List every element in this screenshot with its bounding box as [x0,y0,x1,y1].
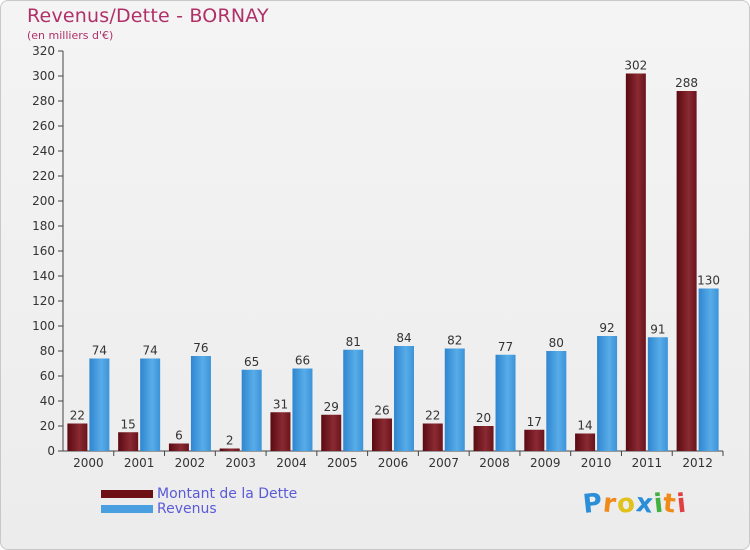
y-tick-label: 300 [32,69,55,83]
bar-revenue [546,351,567,451]
y-tick-label: 220 [32,169,55,183]
data-label-debt: 29 [324,400,339,414]
y-tick-label: 20 [40,419,55,433]
bar-revenue [343,349,364,451]
x-tick-label: 2002 [175,456,206,470]
x-tick-label: 2007 [428,456,459,470]
bar-revenue [698,288,719,451]
x-tick-label: 2009 [530,456,561,470]
x-tick-label: 2010 [581,456,612,470]
proxiti-logo: Proxiti [581,488,689,520]
bar-revenue [89,358,110,451]
x-tick-label: 2004 [276,456,307,470]
y-tick-label: 60 [40,369,55,383]
data-label-revenue: 77 [498,340,513,354]
chart-title: Revenus/Dette - BORNAY [27,5,269,27]
y-tick-label: 40 [40,394,55,408]
x-tick-label: 2000 [73,456,104,470]
data-label-revenue: 74 [92,344,107,358]
bar-revenue [444,348,465,451]
bar-revenue [140,358,161,451]
legend-label-revenue: Revenus [157,501,217,517]
bar-debt [473,426,494,451]
y-tick-label: 260 [32,119,55,133]
bar-debt [372,418,392,451]
bar-debt [524,429,545,451]
data-label-debt: 22 [425,409,440,423]
bar-revenue [495,354,516,451]
bar-debt [321,414,342,451]
data-label-debt: 22 [70,409,85,423]
x-tick-label: 2003 [225,456,256,470]
data-label-revenue: 82 [447,334,462,348]
x-tick-label: 2001 [124,456,155,470]
bar-debt [422,423,443,451]
x-tick-label: 2011 [632,456,663,470]
data-label-revenue: 92 [599,321,614,335]
data-label-debt: 15 [121,417,136,431]
data-label-revenue: 80 [549,336,564,350]
bar-debt [168,443,189,451]
logo-letter: i [675,488,689,520]
data-label-debt: 31 [273,397,288,411]
data-label-debt: 288 [675,76,698,90]
data-label-debt: 2 [226,434,234,448]
data-label-debt: 14 [577,419,592,433]
legend-swatch-revenue [101,505,153,513]
data-label-debt: 20 [476,411,491,425]
bar-revenue [241,369,262,451]
data-label-revenue: 65 [244,355,259,369]
x-tick-label: 2005 [327,456,358,470]
bar-debt [219,448,240,451]
data-label-debt: 26 [374,404,389,418]
y-tick-label: 200 [32,194,55,208]
data-label-debt: 302 [624,59,647,73]
y-tick-label: 320 [32,44,55,58]
bar-revenue [292,368,313,451]
bar-debt [270,412,291,451]
bar-revenue [394,346,414,451]
y-tick-label: 140 [32,269,55,283]
y-tick-label: 240 [32,144,55,158]
bar-debt [67,423,88,451]
y-tick-label: 80 [40,344,55,358]
bar-revenue [597,336,618,451]
bar-debt [676,91,697,451]
data-label-revenue: 91 [650,322,665,336]
data-label-revenue: 130 [697,274,720,288]
bar-debt [625,73,646,451]
bar-revenue [647,337,668,451]
legend-label-debt: Montant de la Dette [157,486,298,502]
bar-debt [575,433,596,451]
data-label-revenue: 81 [346,335,361,349]
y-tick-label: 160 [32,244,55,258]
y-tick-label: 120 [32,294,55,308]
data-label-revenue: 76 [193,341,208,355]
bar-debt [118,432,139,451]
y-tick-label: 280 [32,94,55,108]
bar-revenue [190,356,211,451]
x-tick-label: 2006 [378,456,409,470]
legend-swatch-debt [101,490,153,498]
y-tick-label: 0 [47,444,55,458]
data-label-debt: 17 [527,415,542,429]
y-tick-label: 100 [32,319,55,333]
data-label-revenue: 84 [396,331,411,345]
data-label-revenue: 66 [295,354,310,368]
x-tick-label: 2012 [682,456,713,470]
x-tick-label: 2008 [479,456,510,470]
data-label-debt: 6 [175,429,183,443]
y-tick-label: 180 [32,219,55,233]
data-label-revenue: 74 [143,344,158,358]
chart-subtitle: (en milliers d'€) [27,29,114,42]
